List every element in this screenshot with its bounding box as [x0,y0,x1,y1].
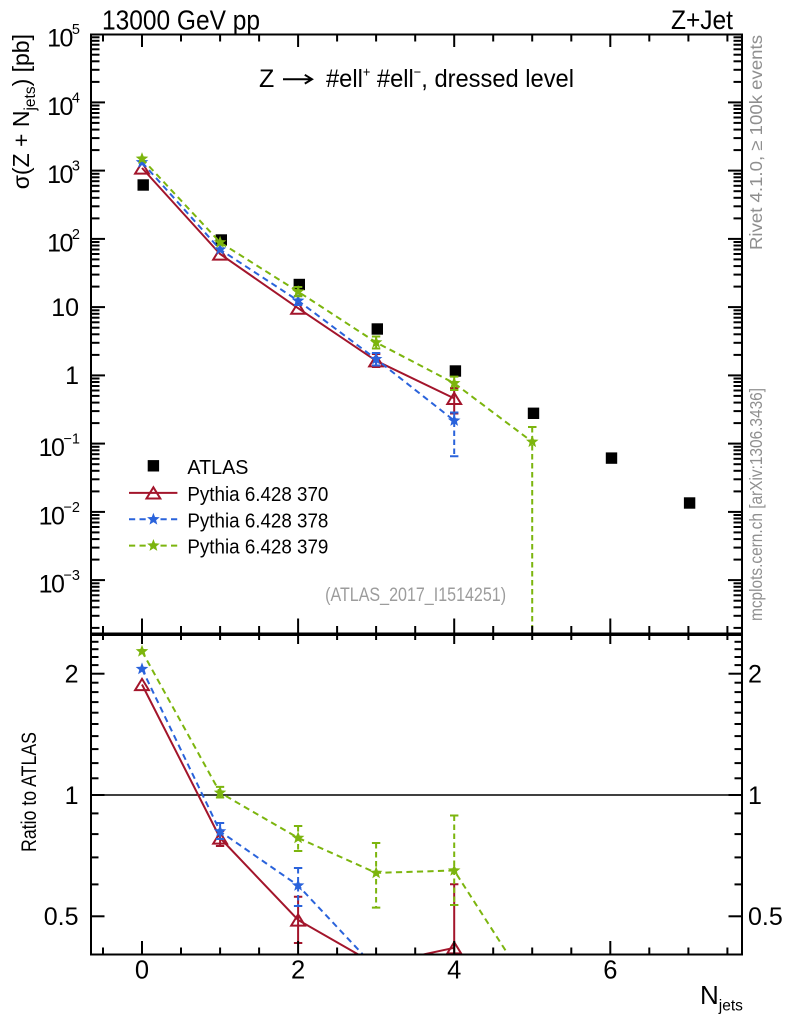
svg-text:Z: Z [259,65,274,93]
svg-text:(ATLAS_2017_I1514251): (ATLAS_2017_I1514251) [325,585,506,606]
svg-text:0: 0 [135,957,149,985]
svg-text:0.5: 0.5 [748,903,783,931]
svg-text:103: 103 [47,159,80,189]
svg-text:10−3: 10−3 [39,568,80,598]
svg-text:Ratio to ATLAS: Ratio to ATLAS [17,732,41,852]
svg-text:10: 10 [51,294,79,322]
svg-text:mcplots.cern.ch [arXiv:1306.34: mcplots.cern.ch [arXiv:1306.3436] [746,388,766,621]
svg-text:Pythia 6.428 370: Pythia 6.428 370 [187,484,328,506]
svg-text:1: 1 [65,782,79,810]
svg-text:Pythia 6.428 379: Pythia 6.428 379 [187,537,328,559]
svg-text:2: 2 [65,661,79,689]
svg-text:6: 6 [603,957,617,985]
svg-text:10−2: 10−2 [39,500,80,530]
svg-text:1: 1 [65,362,79,390]
svg-text:Z+Jet: Z+Jet [671,5,733,35]
svg-text:4: 4 [447,957,461,985]
svg-text:104: 104 [47,91,80,121]
svg-text:0.5: 0.5 [44,903,79,931]
svg-text:Rivet 4.1.0, ≥ 100k events: Rivet 4.1.0, ≥ 100k events [746,35,766,250]
svg-text:13000 GeV pp: 13000 GeV pp [102,4,260,35]
svg-text:1: 1 [748,782,762,810]
svg-text:Pythia 6.428 378: Pythia 6.428 378 [187,510,328,532]
svg-text:2: 2 [291,957,305,985]
svg-text:102: 102 [47,227,80,257]
svg-text:σ(Z + Njets) [pb]: σ(Z + Njets) [pb] [8,34,39,189]
svg-text:ATLAS: ATLAS [187,457,248,479]
svg-text:105: 105 [47,22,80,52]
svg-text:2: 2 [748,661,762,689]
svg-text:10−1: 10−1 [39,432,80,462]
